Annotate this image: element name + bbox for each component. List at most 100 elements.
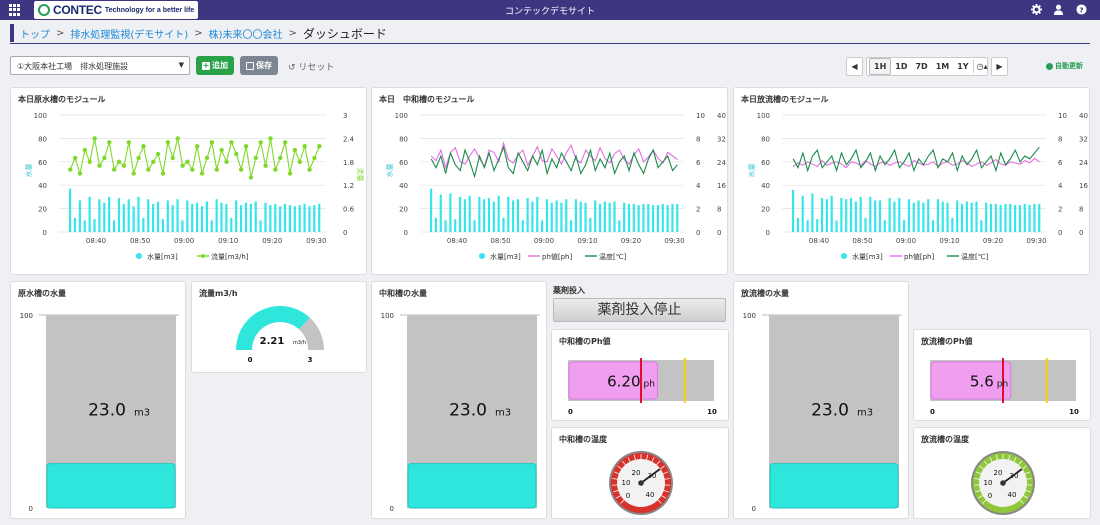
range-button-1m[interactable]: 1M [935, 61, 950, 71]
bar [907, 199, 911, 232]
y2-tick-label: 10 [696, 112, 705, 120]
brand-name: CONTEC [53, 3, 102, 17]
flow-gauge-max: 3 [308, 356, 313, 364]
flow-point [87, 159, 92, 164]
breadcrumb-underline [10, 43, 1090, 44]
bar [917, 200, 920, 232]
range-button-7d[interactable]: 7D [915, 61, 928, 71]
bar [303, 203, 306, 232]
flow-point [155, 151, 161, 157]
user-icon[interactable] [1053, 4, 1064, 15]
bar [893, 201, 896, 232]
app-grid-icon[interactable] [9, 4, 21, 16]
y3-tick-label: 16 [1079, 182, 1088, 190]
breadcrumb-system-link[interactable]: 排水処理監視(デモサイト) [70, 29, 189, 41]
bar [676, 203, 679, 232]
bar [215, 199, 218, 232]
flow-point [317, 144, 322, 149]
settings-gear-icon[interactable] [1031, 4, 1042, 15]
y-tick-label: 80 [761, 135, 770, 143]
app-title: コンテックデモサイト [504, 7, 595, 17]
breadcrumb-company-link[interactable]: 株)未来〇〇会社 [208, 29, 283, 41]
flow-line [69, 138, 320, 178]
bar [83, 220, 86, 232]
prev-arrow-icon[interactable]: ◀ [846, 56, 863, 76]
flow-point [107, 140, 112, 145]
tank-value: 23.0 [811, 400, 849, 420]
site-select[interactable]: ①大阪本社工場 排水処理施設 ▼ [10, 56, 190, 75]
bar [550, 202, 553, 232]
flow-point [234, 151, 239, 157]
save-button[interactable]: 保存 [240, 56, 278, 75]
dial-tick [1025, 471, 1030, 475]
bar [941, 201, 944, 232]
ph-bar-fill [930, 361, 1012, 400]
bar [820, 198, 824, 232]
dial-tick [1018, 460, 1023, 466]
neutral-temp-dial: 010203040 [609, 451, 673, 515]
range-button-1h[interactable]: 1H [869, 57, 892, 75]
legend-marker [201, 254, 205, 258]
range-button-1d[interactable]: 1D [895, 61, 908, 71]
dial-tick [979, 465, 984, 470]
bar [825, 199, 828, 232]
y-tick-label: 0 [404, 229, 408, 237]
bar [293, 206, 296, 232]
bar [608, 202, 611, 232]
y2-tick-label: 1.2 [343, 182, 354, 190]
temp-line [792, 146, 1040, 173]
bar [463, 199, 466, 232]
y2-tick-label: 2.4 [343, 135, 355, 143]
x-tick-label: 09:10 [939, 237, 959, 245]
dial-tick [627, 456, 631, 462]
bar [806, 220, 809, 232]
tile-title: 流量m3/h [199, 289, 238, 298]
breadcrumb-separator: > [288, 27, 297, 39]
bar [230, 217, 233, 232]
range-button-1y[interactable]: 1Y [957, 61, 969, 71]
breadcrumb-separator: > [194, 27, 203, 39]
dial-tick [1025, 490, 1031, 493]
bar [589, 217, 592, 232]
bar [288, 205, 292, 232]
y3-tick-label: 0 [717, 229, 721, 237]
clock-menu-icon[interactable]: ◷▴ [972, 59, 991, 73]
bar [864, 217, 867, 232]
flow-point [312, 155, 317, 161]
reset-button[interactable]: ↺ リセット [288, 60, 334, 73]
flow-point [170, 155, 175, 161]
breadcrumb-home-link[interactable]: トップ [20, 29, 50, 41]
bar [849, 198, 853, 232]
bar [613, 201, 616, 232]
bar [811, 193, 814, 232]
tank-unit: m3 [857, 407, 873, 418]
auto-update-toggle[interactable]: 自動更新 [1046, 61, 1083, 71]
bar [985, 202, 988, 232]
bar [191, 203, 194, 232]
bar [249, 203, 252, 232]
bar [492, 201, 495, 232]
bar [210, 220, 213, 232]
help-icon[interactable]: ? [1076, 4, 1087, 15]
brand-logo[interactable]: CONTEC Technology for a better life [34, 1, 198, 19]
y-tick-label: 20 [761, 206, 770, 214]
bar [970, 202, 973, 232]
dial-tick-label: 0 [626, 492, 630, 500]
dial-tick [663, 490, 669, 493]
legend-marker [136, 253, 142, 259]
tile-title: 放流槽の温度 [921, 435, 969, 444]
bar [142, 217, 145, 232]
add-button[interactable]: + 追加 [196, 56, 234, 75]
next-arrow-icon[interactable]: ▶ [991, 56, 1008, 76]
x-tick-label: 08:50 [130, 237, 150, 245]
bar [152, 203, 155, 232]
flow-gauge-track [298, 317, 324, 350]
bar [112, 220, 116, 232]
flow-point [68, 167, 73, 172]
flow-point [82, 147, 88, 153]
legend-label: ph値[ph] [904, 252, 934, 261]
dial-tick [1022, 465, 1027, 470]
status-dot-icon [1046, 62, 1053, 70]
y-tick-label: 100 [395, 112, 408, 120]
chemical-dosing-card: 薬剤投入 薬剤投入停止 [551, 281, 729, 325]
